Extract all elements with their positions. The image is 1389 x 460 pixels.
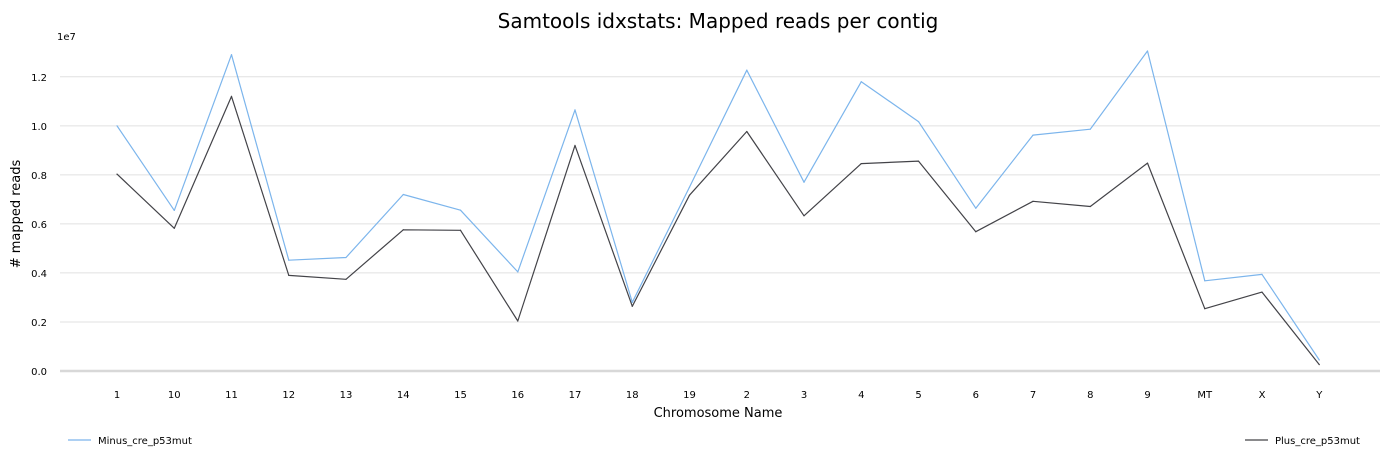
data-point bbox=[746, 130, 748, 133]
y-scale-label: 1e7 bbox=[57, 32, 76, 43]
x-tick-label: 15 bbox=[454, 390, 467, 401]
data-point bbox=[1318, 359, 1320, 361]
data-point bbox=[1146, 50, 1149, 52]
data-point bbox=[288, 274, 290, 276]
x-tick-label: 6 bbox=[973, 390, 979, 401]
data-point bbox=[631, 301, 633, 303]
data-point bbox=[574, 144, 576, 147]
data-point bbox=[517, 271, 519, 273]
data-point bbox=[230, 54, 233, 56]
data-point bbox=[517, 320, 519, 322]
x-tick-label: Y bbox=[1315, 390, 1323, 401]
data-point bbox=[917, 160, 920, 162]
x-tick-label: 3 bbox=[801, 390, 807, 401]
data-point bbox=[975, 207, 977, 209]
data-point bbox=[1032, 134, 1034, 136]
x-tick-label: 9 bbox=[1144, 390, 1150, 401]
x-tick-label: 16 bbox=[511, 390, 524, 401]
data-point bbox=[688, 194, 691, 196]
data-point bbox=[459, 229, 462, 231]
data-point bbox=[345, 278, 347, 280]
x-tick-label: 2 bbox=[744, 390, 750, 401]
data-point bbox=[860, 162, 862, 165]
series-lines bbox=[116, 50, 1320, 366]
legend: Minus_cre_p53mut Plus_cre_p53mut bbox=[68, 436, 1360, 447]
data-point bbox=[459, 209, 462, 211]
data-point bbox=[746, 69, 748, 71]
data-point bbox=[631, 305, 633, 307]
chart-title: Samtools idxstats: Mapped reads per cont… bbox=[498, 9, 939, 33]
data-point bbox=[402, 229, 404, 231]
x-tick-label: 8 bbox=[1087, 390, 1093, 401]
x-tick-label: 10 bbox=[168, 390, 181, 401]
x-axis-label: Chromosome Name bbox=[654, 406, 783, 421]
y-axis-ticks: 0.0 0.2 0.4 0.6 0.8 1.0 1.2 bbox=[31, 73, 47, 378]
x-tick-label: X bbox=[1259, 390, 1266, 401]
y-tick-label: 0.8 bbox=[31, 171, 47, 182]
x-tick-label: 17 bbox=[569, 390, 582, 401]
data-point bbox=[1146, 162, 1149, 164]
data-point bbox=[116, 173, 118, 175]
y-tick-label: 0.4 bbox=[31, 269, 47, 280]
data-point bbox=[803, 181, 805, 183]
data-point bbox=[803, 215, 805, 217]
data-point bbox=[1261, 291, 1263, 293]
data-point bbox=[116, 125, 118, 127]
data-point bbox=[1089, 205, 1091, 208]
legend-label-1: Plus_cre_p53mut bbox=[1275, 436, 1360, 447]
x-tick-label: MT bbox=[1197, 390, 1213, 401]
x-tick-label: 1 bbox=[114, 390, 120, 401]
data-point bbox=[1204, 308, 1206, 310]
grid bbox=[60, 76, 1380, 373]
y-tick-label: 1.0 bbox=[31, 122, 47, 133]
data-point bbox=[688, 186, 691, 188]
data-point bbox=[1318, 364, 1320, 366]
data-point bbox=[917, 121, 920, 123]
data-point bbox=[975, 231, 977, 233]
y-tick-label: 0.0 bbox=[31, 367, 47, 378]
y-tick-label: 1.2 bbox=[31, 73, 47, 84]
x-axis-ticks: 1 10 11 12 13 14 15 16 17 18 19 2 3 4 5 6 7 8 9 MT X Y bbox=[114, 390, 1323, 401]
data-point bbox=[860, 81, 862, 83]
data-point bbox=[1261, 273, 1263, 275]
series-line-1 bbox=[116, 95, 1320, 365]
data-point bbox=[173, 227, 175, 229]
y-axis-label: # mapped reads bbox=[9, 159, 24, 268]
data-point bbox=[345, 256, 347, 259]
data-point bbox=[230, 95, 233, 97]
x-tick-label: 14 bbox=[397, 390, 410, 401]
x-tick-label: 12 bbox=[282, 390, 295, 401]
x-tick-label: 19 bbox=[683, 390, 696, 401]
series-line-0 bbox=[116, 50, 1320, 361]
y-tick-label: 0.2 bbox=[31, 318, 47, 329]
data-point bbox=[402, 193, 404, 196]
data-point bbox=[173, 209, 175, 212]
data-point bbox=[1032, 200, 1034, 202]
x-tick-label: 5 bbox=[915, 390, 921, 401]
x-tick-label: 13 bbox=[340, 390, 353, 401]
data-point bbox=[288, 259, 290, 261]
legend-label-0: Minus_cre_p53mut bbox=[98, 436, 192, 447]
y-tick-label: 0.6 bbox=[31, 220, 47, 231]
x-tick-label: 18 bbox=[626, 390, 639, 401]
x-tick-label: 4 bbox=[858, 390, 864, 401]
data-point bbox=[1089, 128, 1091, 130]
data-point bbox=[1204, 280, 1206, 282]
x-tick-label: 11 bbox=[225, 390, 238, 401]
x-tick-label: 7 bbox=[1030, 390, 1036, 401]
data-point bbox=[574, 109, 576, 111]
